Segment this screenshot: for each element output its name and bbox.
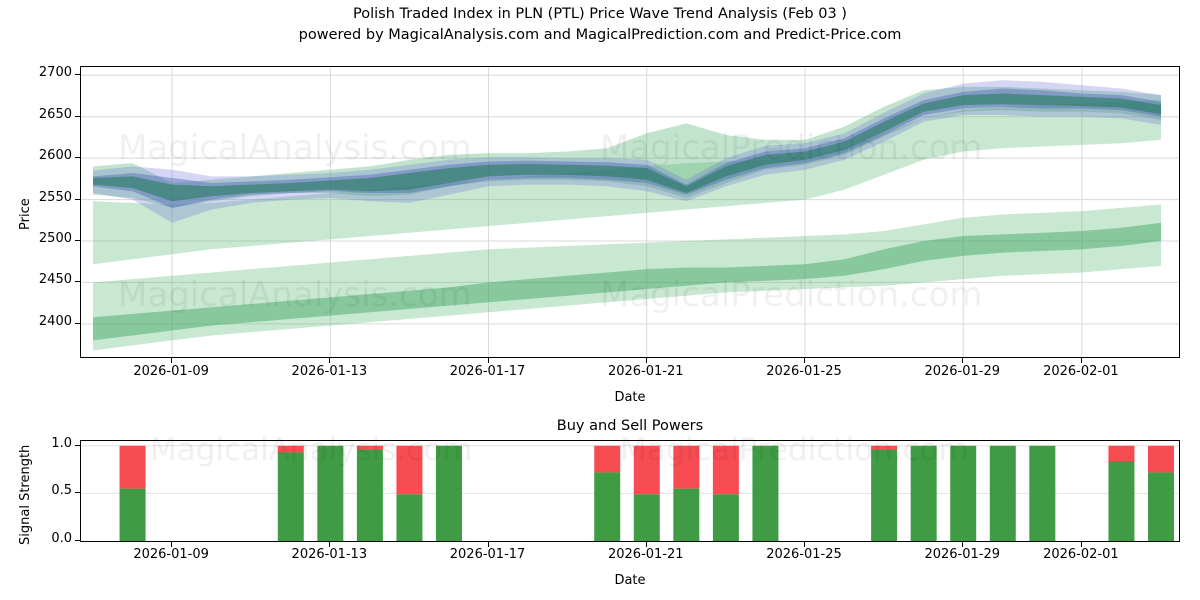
price-y-tickmark	[75, 74, 80, 76]
signal-x-tick: 2026-01-25	[766, 547, 842, 562]
sell-power-bar	[871, 445, 898, 450]
buy-power-bar	[277, 452, 304, 541]
buy-power-bar	[1029, 445, 1056, 541]
signal-y-tickmark	[75, 444, 80, 446]
price-x-tickmark	[962, 358, 964, 363]
price-y-tick: 2500	[38, 231, 72, 246]
buy-power-bar	[910, 445, 937, 541]
signal-y-tick: 0.5	[51, 483, 72, 499]
price-x-tick: 2026-01-21	[607, 364, 684, 379]
price-y-tick: 2550	[38, 189, 72, 205]
price-x-tickmark	[804, 358, 805, 363]
price-x-tick: 2026-02-01	[1043, 364, 1119, 379]
buy-power-bar	[396, 494, 423, 541]
price-x-tick: 2026-01-25	[766, 364, 842, 379]
sell-power-bar	[1148, 445, 1174, 473]
sell-power-bar	[1108, 445, 1135, 461]
signal-x-tick: 2026-01-29	[924, 547, 1000, 562]
price-y-tickmark	[75, 322, 80, 324]
signal-y-tickmark	[75, 540, 80, 541]
buy-power-bar	[594, 472, 621, 541]
price-x-tickmark	[487, 358, 489, 363]
chart-title-block: Polish Traded Index in PLN (PTL) Price W…	[0, 4, 1200, 46]
signal-x-tickmark	[962, 542, 964, 547]
signal-x-tick: 2026-01-09	[133, 547, 209, 562]
buy-power-bar	[871, 449, 898, 541]
sell-power-bar	[594, 445, 621, 473]
price-wave-svg	[81, 67, 1179, 357]
buy-power-bar	[989, 445, 1016, 541]
signal-x-tick: 2026-02-01	[1043, 547, 1119, 562]
price-x-tickmark	[645, 358, 647, 363]
sell-power-bar	[119, 445, 146, 489]
signal-x-tickmark	[171, 542, 173, 547]
buy-power-bar	[119, 488, 146, 541]
signal-y-tick: 1.0	[51, 435, 72, 451]
buy-power-bar	[950, 445, 977, 541]
buy-power-bar	[1108, 461, 1135, 541]
buy-power-bar	[317, 445, 344, 541]
sell-power-bar	[673, 445, 700, 489]
price-y-tickmark	[75, 281, 80, 283]
price-y-tick: 2600	[38, 148, 72, 164]
page-title-line-2: powered by MagicalAnalysis.com and Magic…	[298, 27, 902, 43]
signal-x-tick: 2026-01-17	[449, 547, 526, 562]
buy-power-bar	[633, 494, 660, 541]
price-x-tick: 2026-01-29	[924, 364, 1000, 379]
buy-power-bar	[1148, 472, 1174, 541]
buy-power-bar	[752, 445, 779, 541]
price-y-tick: 2400	[38, 313, 72, 329]
sell-power-bar	[712, 445, 739, 495]
price-x-tickmark	[329, 358, 331, 363]
signal-chart-title: Buy and Sell Powers	[556, 418, 704, 434]
buy-sell-powers-chart	[80, 440, 1180, 542]
sell-power-bar	[633, 445, 660, 495]
signal-x-tickmark	[1080, 542, 1082, 547]
price-y-tick: 2650	[38, 106, 72, 122]
signal-y-tick: 0.0	[51, 531, 72, 546]
signal-x-tickmark	[487, 542, 489, 547]
signal-y-tickmark	[75, 492, 80, 494]
buy-power-bar	[436, 445, 462, 541]
signal-x-tickmark	[329, 542, 331, 547]
price-y-tickmark	[75, 115, 80, 117]
buy-sell-powers-svg	[81, 445, 1179, 541]
price-x-tick: 2026-01-17	[449, 364, 526, 379]
sell-power-bar	[277, 445, 304, 453]
sell-power-bar	[396, 445, 423, 495]
price-y-tickmark	[75, 240, 80, 241]
price-y-tickmark	[75, 157, 80, 159]
buy-power-bar	[673, 488, 700, 541]
signal-x-axis-label: Date	[614, 573, 646, 588]
price-wave-chart	[80, 66, 1180, 358]
buy-power-bar	[712, 494, 739, 541]
signal-x-tick: 2026-01-21	[607, 547, 684, 562]
price-x-axis-label: Date	[614, 390, 646, 405]
price-x-tickmark	[171, 358, 173, 363]
signal-x-tickmark	[804, 542, 805, 547]
sell-power-bar	[356, 445, 383, 450]
price-y-tick: 2700	[38, 65, 72, 81]
price-x-tick: 2026-01-13	[291, 364, 368, 379]
page-title-line-1: Polish Traded Index in PLN (PTL) Price W…	[353, 6, 847, 22]
price-x-tickmark	[1080, 358, 1082, 363]
price-y-tick: 2450	[38, 272, 72, 288]
price-y-tickmark	[75, 198, 80, 200]
price-x-tick: 2026-01-09	[133, 364, 209, 379]
signal-x-tick: 2026-01-13	[291, 547, 368, 562]
signal-x-tickmark	[645, 542, 647, 547]
buy-power-bar	[356, 449, 383, 541]
